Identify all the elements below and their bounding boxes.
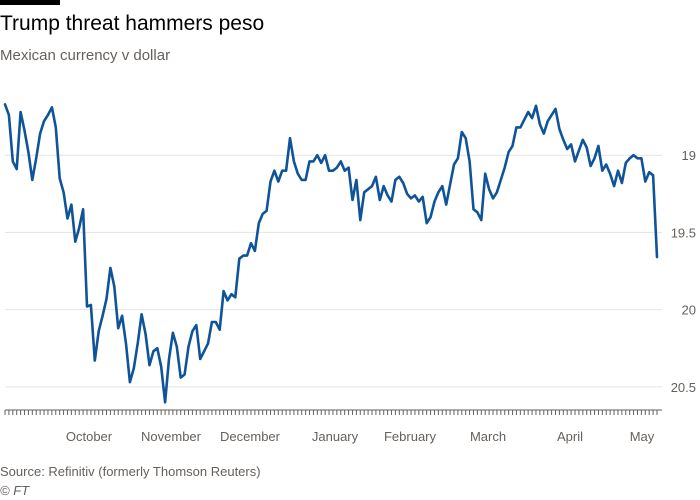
x-tick-label: January xyxy=(312,429,359,444)
x-tick-label: May xyxy=(630,429,655,444)
x-tick-label: December xyxy=(220,429,281,444)
peso-series-line xyxy=(3,103,659,404)
ft-credit: © FT xyxy=(0,483,30,498)
grid-layer xyxy=(5,154,662,388)
line-chart: 19 19.5 20 20.5 October November December Janu… xyxy=(3,103,696,444)
x-tick-label: October xyxy=(66,429,113,444)
y-tick-label: 19.5 xyxy=(671,225,696,240)
series-layer xyxy=(3,103,659,404)
x-tick-label: April xyxy=(557,429,583,444)
x-tick-label: March xyxy=(470,429,506,444)
top-rule xyxy=(0,0,60,5)
x-tick-label: November xyxy=(141,429,202,444)
y-tick-label: 20 xyxy=(682,303,696,318)
x-axis: October November December January February Ma… xyxy=(4,409,662,444)
chart-title: Trump threat hammers peso xyxy=(0,12,265,35)
y-tick-label: 20.5 xyxy=(671,380,696,395)
chart-subtitle: Mexican currency v dollar xyxy=(0,47,171,64)
y-axis: 19 19.5 20 20.5 xyxy=(671,148,696,395)
source-note: Source: Refinitiv (formerly Thomson Reut… xyxy=(0,464,261,479)
x-tick-label: February xyxy=(384,429,437,444)
y-tick-label: 19 xyxy=(682,148,696,163)
